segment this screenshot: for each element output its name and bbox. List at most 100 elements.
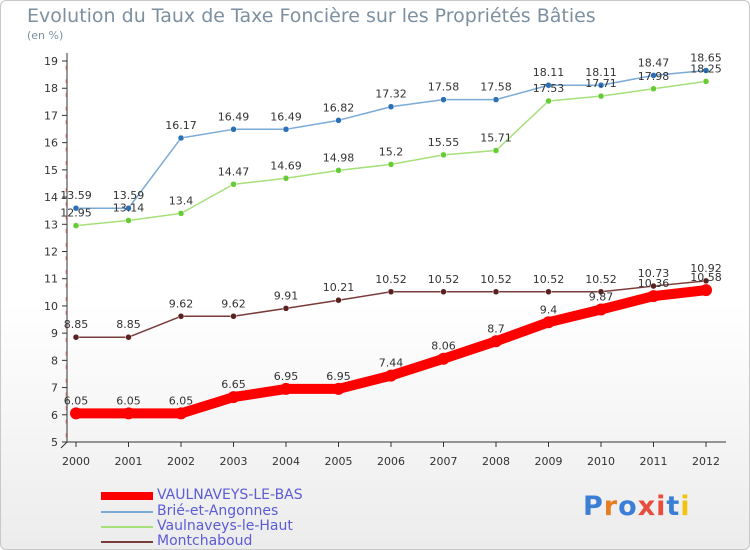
data-point (72, 222, 80, 229)
data-label: 8.7 (487, 322, 505, 335)
data-label: 6.95 (326, 370, 351, 383)
data-label: 14.98 (323, 151, 355, 164)
data-point (492, 147, 500, 154)
y-tick-label: 13 (44, 218, 58, 231)
x-tick-label: 2002 (167, 455, 195, 468)
logo-letter: t (666, 491, 681, 522)
data-point (387, 103, 395, 110)
data-point (177, 134, 185, 142)
data-label: 6.05 (116, 394, 141, 407)
data-point (332, 382, 345, 395)
data-label: 14.47 (218, 165, 250, 178)
data-point (125, 333, 132, 341)
data-label: 17.58 (428, 81, 460, 94)
data-label: 18.47 (638, 56, 670, 69)
logo-letter: x (637, 491, 657, 522)
data-label: 9.4 (540, 303, 558, 316)
data-point (650, 85, 657, 93)
data-label: 13.4 (169, 194, 194, 207)
y-tick-label: 5 (51, 436, 58, 449)
data-point (335, 296, 342, 304)
legend-swatch (101, 492, 153, 500)
data-label: 10.52 (428, 273, 460, 286)
data-label: 7.44 (379, 357, 404, 370)
data-label: 6.65 (221, 378, 246, 391)
data-label: 18.11 (585, 66, 617, 79)
data-label: 18.11 (533, 66, 565, 79)
y-tick-label: 16 (44, 137, 58, 150)
legend-label: Montchaboud (157, 533, 253, 549)
logo-letter: o (618, 491, 638, 522)
data-point (125, 217, 132, 224)
x-tick-label: 2005 (325, 455, 353, 468)
legend-label: Vaulnaveys-le-Haut (157, 518, 293, 534)
logo-letter: i (680, 491, 691, 522)
data-label: 12.95 (60, 207, 92, 220)
data-label: 17.53 (533, 82, 565, 95)
x-tick-label: 2001 (115, 455, 143, 468)
data-point (122, 407, 135, 420)
data-point (230, 313, 237, 320)
data-label: 9.62 (169, 297, 194, 310)
data-label: 10.58 (690, 271, 722, 284)
y-tick-label: 17 (44, 109, 58, 122)
data-label: 16.82 (323, 101, 355, 114)
y-tick-label: 8 (51, 354, 58, 367)
y-tick-label: 15 (44, 164, 58, 177)
data-label: 10.73 (638, 267, 670, 280)
data-label: 18.25 (690, 62, 722, 75)
x-tick-label: 2011 (640, 455, 668, 468)
x-tick-label: 2008 (482, 455, 510, 468)
chart-title: Evolution du Taux de Taxe Foncière sur l… (27, 5, 596, 27)
data-point (230, 181, 237, 188)
data-label: 16.49 (270, 110, 302, 123)
x-tick-label: 2012 (692, 455, 720, 468)
data-point (440, 96, 447, 103)
data-label: 14.69 (270, 159, 302, 172)
data-point (437, 352, 450, 365)
data-point (597, 92, 605, 100)
data-label: 9.91 (274, 289, 299, 302)
data-label: 13.59 (60, 189, 92, 202)
data-label: 17.58 (480, 81, 512, 94)
data-point (282, 126, 290, 133)
data-label: 16.49 (218, 110, 250, 123)
data-point (545, 97, 552, 105)
data-point (282, 305, 290, 312)
y-tick-label: 6 (51, 409, 58, 422)
y-tick-label: 7 (51, 382, 58, 395)
x-tick-label: 2007 (430, 455, 458, 468)
data-point (545, 288, 552, 296)
data-point (492, 96, 500, 103)
y-tick-label: 12 (44, 246, 58, 259)
data-point (387, 288, 395, 296)
legend-swatch (101, 541, 153, 543)
data-point (440, 288, 447, 296)
data-label: 10.52 (533, 273, 565, 286)
y-tick-label: 18 (44, 82, 58, 95)
x-tick-label: 2003 (220, 455, 248, 468)
data-label: 16.17 (165, 119, 197, 132)
axis-corner-tick (60, 441, 68, 449)
data-label: 10.36 (638, 277, 670, 290)
x-tick-label: 2010 (587, 455, 615, 468)
legend-label: VAULNAVEYS-LE-BAS (157, 487, 303, 503)
data-point (125, 204, 132, 212)
data-label: 10.52 (585, 273, 617, 286)
data-label: 10.52 (480, 273, 512, 286)
data-point (230, 126, 237, 133)
data-point (702, 67, 710, 74)
data-label: 13.59 (113, 189, 145, 202)
data-label: 6.95 (274, 370, 299, 383)
data-label: 17.32 (375, 88, 407, 101)
data-label: 17.71 (585, 77, 617, 90)
data-label: 10.52 (375, 273, 407, 286)
data-point (335, 117, 342, 124)
data-point (647, 290, 660, 303)
x-tick-label: 2004 (272, 455, 300, 468)
data-label: 9.87 (589, 290, 614, 303)
data-point (282, 175, 290, 182)
data-point (385, 369, 397, 382)
data-point (597, 288, 605, 296)
